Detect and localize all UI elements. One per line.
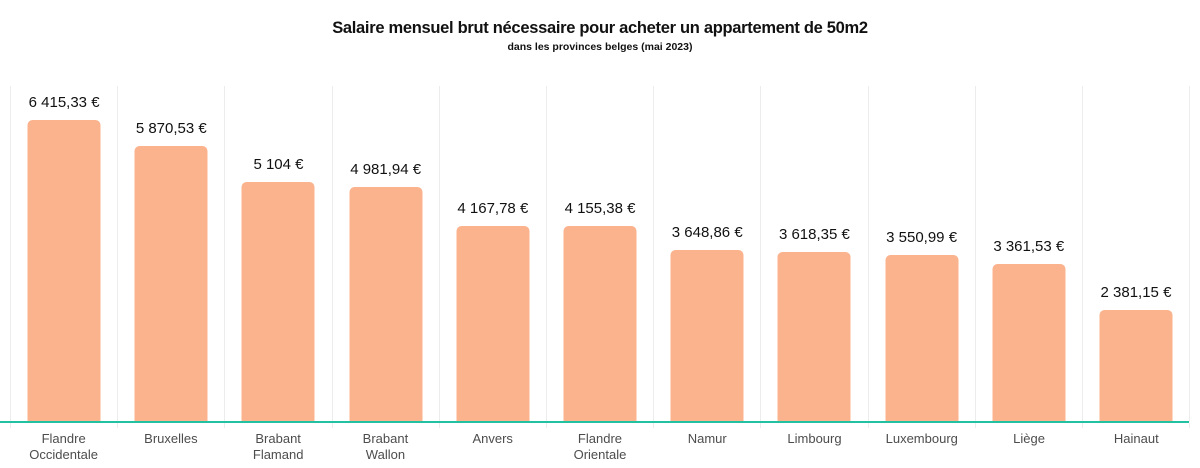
bar [241,182,315,422]
grid-tick [545,423,653,428]
bar-value-label: 3 550,99 € [886,229,958,246]
x-axis-label: Anvers [472,431,513,446]
x-axis-labels: Flandre Occidentale Bruxelles Brabant Flam… [10,431,1190,463]
x-axis-label: Flandre Orientale [573,431,627,462]
x-axis-label: Limbourg [787,431,842,446]
x-axis-label: Namur [687,431,727,446]
bar-value-label: 4 167,78 € [457,200,529,217]
bar [349,187,423,422]
x-axis-label: Bruxelles [144,431,198,446]
bar-value-label: 4 981,94 € [350,161,422,178]
chart-column: 5 104 € [224,86,331,422]
bar-value-label: 6 415,33 € [28,94,100,111]
chart-column: 4 155,38 € [545,86,653,422]
bar-value-label: 3 648,86 € [671,224,743,241]
chart-column: 4 167,78 € [438,86,546,422]
bar [1099,310,1173,422]
x-axis-label: Hainaut [1113,431,1159,446]
bar [670,250,744,422]
bar [885,255,959,422]
x-axis-label: Brabant Flamand [252,431,304,462]
x-axis-label: Liège [1013,431,1045,446]
chart-column: 3 618,35 € [760,86,867,422]
bar [992,264,1066,422]
chart-title: Salaire mensuel brut nécessaire pour ach… [332,19,868,37]
grid-tick [867,423,975,428]
bar [134,146,208,422]
bar [563,226,637,422]
chart-header: Salaire mensuel brut nécessaire pour ach… [0,19,1200,53]
chart-column: 5 870,53 € [117,86,224,422]
grid-tick [117,423,224,428]
grid-tick [10,423,117,428]
chart-subtitle: dans les provinces belges (mai 2023) [507,41,693,53]
bar [27,120,101,422]
grid-tick [760,423,867,428]
x-axis-label: Flandre Occidentale [29,431,98,462]
grid-tick [1081,423,1191,428]
bar-value-label: 2 381,15 € [1100,284,1172,301]
chart-column: 3 550,99 € [867,86,975,422]
chart-column: 4 981,94 € [331,86,439,422]
bar-value-label: 5 870,53 € [135,120,207,137]
grid-tick [974,423,1082,428]
chart-column: 6 415,33 € [10,86,117,422]
chart-column: 2 381,15 € [1081,86,1191,422]
chart-column: 3 361,53 € [974,86,1082,422]
bar-value-label: 3 618,35 € [778,226,850,243]
chart-column: 3 648,86 € [653,86,760,422]
bar-value-label: 5 104 € [253,156,304,173]
bar-chart-plot-area: 6 415,33 € 5 870,53 € 5 104 € 4 981,94 € 4 1… [10,86,1191,422]
x-axis-label: Luxembourg [885,431,958,446]
x-axis-label: Brabant Wallon [362,431,409,462]
grid-tick [653,423,760,428]
x-axis-ticks [10,423,1191,428]
bar [456,226,530,422]
bar-value-label: 4 155,38 € [564,200,636,217]
x-axis-line [0,421,1189,423]
grid-tick [224,423,331,428]
grid-tick [331,423,439,428]
bar-value-label: 3 361,53 € [993,238,1065,255]
grid-tick [438,423,546,428]
bar [777,252,851,422]
